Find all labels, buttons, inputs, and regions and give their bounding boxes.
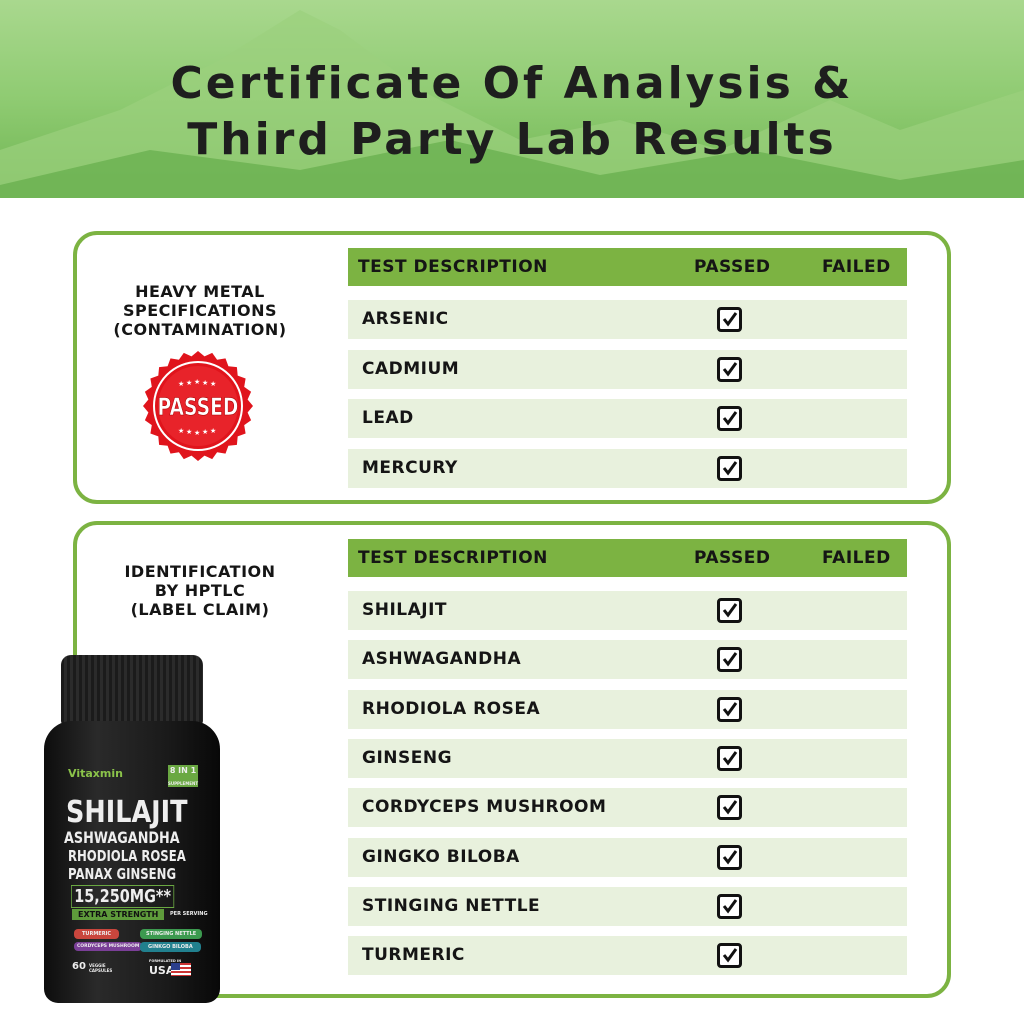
- checkbox-checked-icon: [717, 356, 742, 382]
- checkbox-checked-icon: [717, 795, 742, 821]
- mountain-background: [0, 10, 1024, 198]
- svg-text:★: ★: [194, 378, 200, 386]
- page-title-line-2: Third Party Lab Results: [187, 114, 837, 165]
- checkbox-checked-icon: [717, 406, 742, 431]
- tag: TURMERIC: [74, 929, 120, 939]
- svg-text:★: ★: [202, 379, 208, 387]
- badge-sub: SUPPLEMENT: [168, 781, 199, 786]
- test-name: TURMERIC: [362, 945, 465, 966]
- table-header: TEST DESCRIPTION PASSED FAILED: [348, 539, 907, 577]
- product-bottle-image: Vitaxmin 8 IN 1 SUPPLEMENT SHILAJIT ASHWA…: [44, 655, 220, 1005]
- svg-text:★: ★: [178, 427, 184, 435]
- table-row: GINGKO BILOBA: [348, 837, 907, 877]
- checkbox-checked-icon: [717, 598, 742, 623]
- table-row: ASHWAGANDHA: [348, 640, 907, 680]
- checkbox-checked-icon: [717, 745, 742, 771]
- tag: STINGING NETTLE: [140, 929, 203, 939]
- test-name: GINGKO BILOBA: [362, 846, 520, 867]
- capsule-count: 60: [72, 961, 86, 972]
- svg-text:★: ★: [178, 380, 184, 388]
- table-row: SHILAJIT: [348, 591, 907, 630]
- header-banner: Certificate Of Analysis & Third Party La…: [0, 0, 1024, 198]
- label-line: (LABEL CLAIM): [130, 600, 270, 619]
- svg-text:★: ★: [186, 428, 192, 436]
- capsule-label: VEGGIE CAPSULES: [89, 963, 113, 973]
- strength: EXTRA STRENGTH: [72, 909, 165, 920]
- product-line: PANAX GINSENG: [68, 865, 177, 883]
- checkbox-checked-icon: [717, 455, 742, 481]
- test-name: CORDYCEPS MUSHROOM: [362, 797, 607, 818]
- table-row: STINGING NETTLE: [348, 886, 907, 926]
- test-name: ASHWAGANDHA: [362, 649, 522, 670]
- tag: CORDYCEPS MUSHROOM: [74, 942, 143, 951]
- label-line: BY HPTLC: [154, 581, 246, 600]
- origin: USA: [149, 964, 175, 977]
- checkbox-checked-icon: [717, 647, 742, 673]
- col-description: TEST DESCRIPTION: [358, 548, 548, 568]
- col-description: TEST DESCRIPTION: [358, 257, 548, 277]
- checkbox-checked-icon: [717, 844, 742, 870]
- col-passed: PASSED: [694, 257, 771, 277]
- origin-label: FORMULATED IN: [149, 959, 182, 963]
- table-row: TURMERIC: [348, 936, 907, 976]
- stamp-text: PASSED: [158, 394, 239, 422]
- test-name: RHODIOLA ROSEA: [362, 698, 541, 719]
- svg-text:★: ★: [194, 429, 200, 437]
- heavy-metal-label: HEAVY METAL SPECIFICATIONS (CONTAMINATIO…: [80, 282, 320, 339]
- table-row: CORDYCEPS MUSHROOM: [348, 788, 907, 828]
- col-passed: PASSED: [694, 548, 771, 568]
- table-row: RHODIOLA ROSEA: [348, 689, 907, 729]
- test-name: STINGING NETTLE: [362, 895, 541, 916]
- test-name: MERCURY: [362, 457, 458, 478]
- tag: GINKGO BILOBA: [140, 942, 201, 952]
- table-row: ARSENIC: [348, 300, 907, 339]
- us-flag-icon: [171, 963, 191, 976]
- bottle-cap: [61, 655, 203, 725]
- product-line: SHILAJIT: [66, 795, 188, 830]
- test-name: ARSENIC: [362, 309, 449, 329]
- per-serving: PER SERVING: [170, 911, 208, 917]
- test-name: SHILAJIT: [362, 600, 448, 620]
- page-title-line-1: Certificate Of Analysis &: [170, 58, 854, 109]
- label-line: (CONTAMINATION): [113, 320, 287, 339]
- dose: 15,250MG**: [71, 885, 175, 908]
- checkbox-checked-icon: [717, 943, 742, 969]
- test-name: CADMIUM: [362, 358, 460, 379]
- table-row: LEAD: [348, 399, 907, 438]
- svg-text:★: ★: [202, 428, 208, 436]
- label-line: IDENTIFICATION: [124, 562, 276, 581]
- product-line: RHODIOLA ROSEA: [68, 847, 186, 865]
- col-failed: FAILED: [822, 257, 891, 277]
- table-row: MERCURY: [348, 448, 907, 488]
- badge: 8 IN 1 SUPPLEMENT: [168, 765, 198, 787]
- identification-label: IDENTIFICATION BY HPTLC (LABEL CLAIM): [80, 562, 320, 619]
- svg-text:★: ★: [210, 380, 216, 388]
- badge-text: 8 IN 1: [169, 766, 197, 775]
- checkbox-checked-icon: [717, 696, 742, 722]
- checkbox-checked-icon: [717, 307, 742, 332]
- table-row: GINSENG: [348, 738, 907, 778]
- table-header: TEST DESCRIPTION PASSED FAILED: [348, 248, 907, 286]
- brand-name: Vitaxmin: [68, 767, 123, 780]
- checkbox-checked-icon: [717, 893, 742, 919]
- svg-text:★: ★: [186, 379, 192, 387]
- test-name: GINSENG: [362, 747, 453, 768]
- label-line: HEAVY METAL: [135, 282, 265, 301]
- test-name: LEAD: [362, 408, 414, 428]
- col-failed: FAILED: [822, 548, 891, 568]
- passed-stamp: PASSED ★ ★ ★ ★ ★★ ★ ★ ★ ★: [143, 351, 253, 461]
- svg-text:★: ★: [210, 427, 216, 435]
- label-line: SPECIFICATIONS: [122, 301, 278, 320]
- table-row: CADMIUM: [348, 349, 907, 389]
- product-line: ASHWAGANDHA: [64, 828, 180, 847]
